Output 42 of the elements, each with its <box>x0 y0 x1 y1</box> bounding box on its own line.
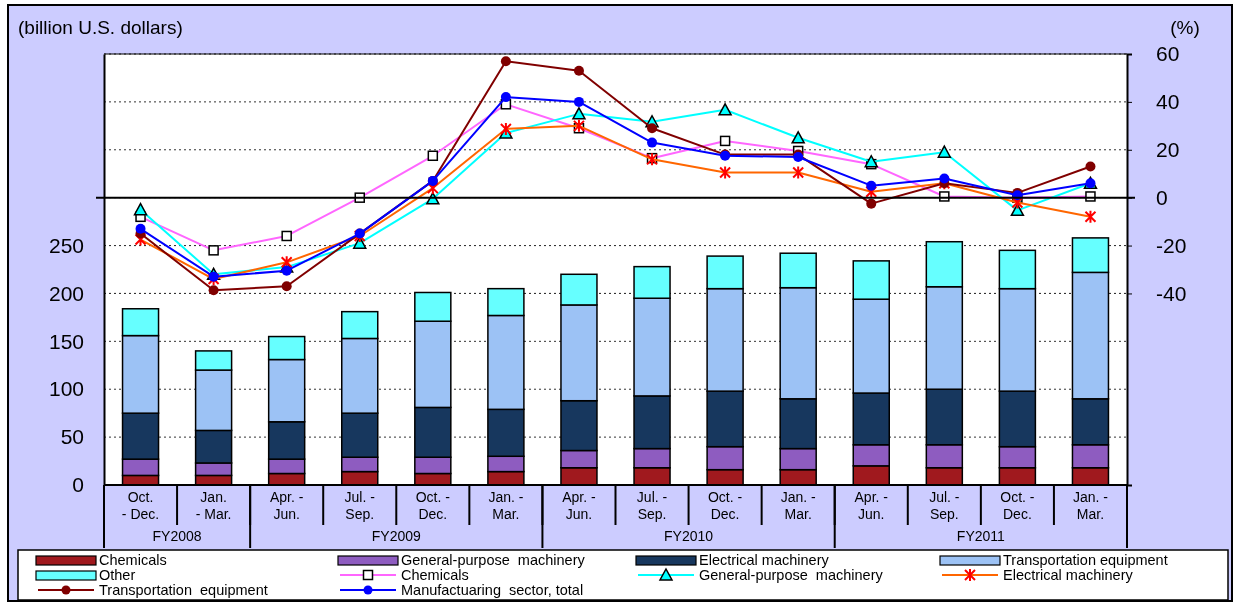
y2-tick-label: 40 <box>1156 90 1180 114</box>
y-tick-label: 100 <box>48 377 84 401</box>
x-tick-label: Oct. - Dec. <box>707 489 743 522</box>
y-axis-title: (billion U.S. dollars) <box>18 17 183 38</box>
x-tick-label: Jan. - Mar. <box>1072 489 1109 522</box>
x-tick-label: Jul. - Sep. <box>636 489 668 522</box>
y-tick-label: 0 <box>72 473 84 497</box>
y-tick-label: 200 <box>48 281 84 305</box>
text: FY2009 <box>371 528 422 544</box>
x-tick-label: Apr. - Jun. <box>854 489 889 522</box>
y-tick-label: 50 <box>60 425 84 449</box>
y2-tick-label: 0 <box>1156 185 1168 209</box>
x-tick-label: Oct. - Dec. <box>121 489 160 522</box>
y2-tick-label: 60 <box>1156 42 1180 66</box>
y2-tick-label: -40 <box>1156 281 1187 305</box>
x-tick-label: Apr. - Jun. <box>269 489 304 522</box>
y-tick-label: 150 <box>48 329 84 353</box>
legend-label: Transportation equipment <box>1003 552 1168 568</box>
text: FY2011 <box>956 528 1006 544</box>
legend-label: Electrical machinery <box>1003 567 1134 583</box>
legend-label: Chemicals <box>401 567 469 583</box>
x-tick-label: Jan. - Mar. <box>488 489 524 522</box>
y-tick-label: 250 <box>48 233 84 257</box>
y2-axis-title: (%) <box>1170 17 1200 38</box>
x-tick-label: Jan. - Mar. <box>195 489 232 522</box>
x-tick-label: Apr. - Jun. <box>562 489 597 522</box>
x-tick-label: Oct. - Dec. <box>415 489 451 522</box>
text: FY2008 <box>152 528 202 544</box>
y2-tick-label: 20 <box>1156 138 1180 161</box>
legend-label: Other <box>99 567 136 583</box>
x-tick-label: Jul. - Sep. <box>344 489 376 522</box>
x-tick-label: Oct. - Dec. <box>1000 489 1035 522</box>
legend-label: General-purpose machinery <box>699 567 884 583</box>
legend-label: Transportation equipment <box>99 582 268 598</box>
x-tick-label: Jul. - Sep. <box>929 489 960 522</box>
legend-label: General-purpose machinery <box>401 552 586 568</box>
text: FY2010 <box>664 528 714 544</box>
legend-label: Chemicals <box>99 552 167 568</box>
legend-label: Electrical machinery <box>699 552 830 568</box>
x-tick-label: Jan. - Mar. <box>780 489 817 522</box>
legend-label: Manufactuaring sector, total <box>401 582 584 598</box>
y2-tick-label: -20 <box>1156 233 1187 257</box>
